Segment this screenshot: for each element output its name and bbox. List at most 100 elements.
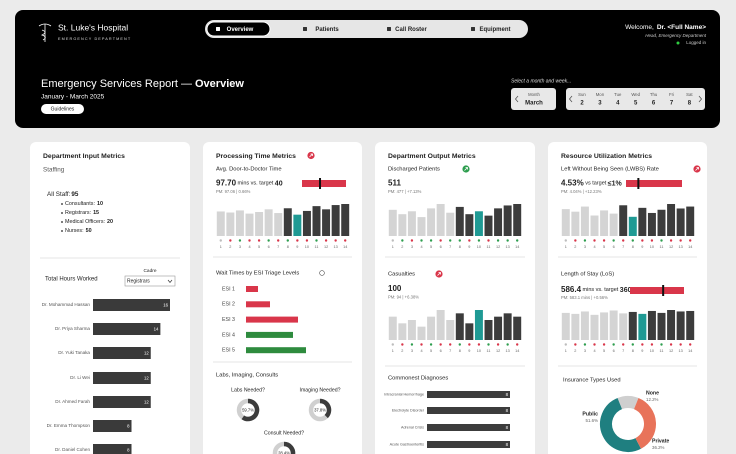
bar <box>255 212 264 236</box>
day-name[interactable]: Sun <box>578 92 586 97</box>
x-tick-label: 2 <box>401 349 403 353</box>
status-dot <box>238 239 242 242</box>
metric-headline: 97.70 mins vs. target 40 <box>216 179 283 188</box>
status-dot <box>458 343 461 346</box>
day-option[interactable]: Wed 5 <box>631 92 640 106</box>
x-tick-label: 8 <box>459 349 461 353</box>
unit: mins vs. target <box>583 287 619 293</box>
metric-label: Length of Stay (LoS) <box>561 272 614 278</box>
bar <box>427 407 510 414</box>
dropdown-value[interactable]: Registrars <box>127 279 150 285</box>
hospital-name: St. Luke's Hospital <box>58 22 128 32</box>
status-dot <box>660 239 663 242</box>
nav-item[interactable]: Overview <box>206 21 271 37</box>
button-label[interactable]: Guidelines <box>51 107 75 113</box>
dropdown-box[interactable] <box>124 275 176 287</box>
day-option[interactable]: Mon 3 <box>596 92 605 106</box>
x-tick-label: 12 <box>669 349 673 353</box>
day-option[interactable]: Sat 8 <box>686 92 693 106</box>
bar-value: 14 <box>154 326 159 331</box>
day-date[interactable]: 3 <box>598 101 602 107</box>
status-dot <box>679 343 682 346</box>
x-tick-label: 14 <box>688 245 692 249</box>
bar-value: 12 <box>144 375 149 380</box>
month-picker[interactable]: Month March <box>511 88 556 110</box>
nav-label[interactable]: Call Roster <box>395 27 427 33</box>
nav-item[interactable]: Call Roster <box>387 27 427 33</box>
bar <box>407 320 416 340</box>
nav-label[interactable]: Overview <box>227 27 254 33</box>
month-box[interactable] <box>511 88 556 110</box>
pie-label: Private <box>652 438 669 444</box>
nav-label[interactable]: Equipment <box>480 27 511 33</box>
bar-value: 16 <box>163 302 168 307</box>
bar <box>580 206 589 236</box>
guidelines-button[interactable]: Guidelines <box>41 104 84 114</box>
bar <box>638 207 647 236</box>
chevron <box>514 95 519 103</box>
day-date[interactable]: 7 <box>670 101 674 107</box>
bar <box>322 209 331 236</box>
day-date[interactable]: 2 <box>580 101 584 107</box>
x-tick-label: 13 <box>334 245 338 249</box>
target: 40 <box>275 180 283 187</box>
day-name[interactable]: Sat <box>686 92 693 97</box>
day-name[interactable]: Wed <box>631 92 640 97</box>
x-tick-label: 1 <box>565 245 567 249</box>
bar <box>246 331 293 338</box>
status-dot <box>477 343 481 346</box>
day-option[interactable]: Sun 2 <box>578 92 586 106</box>
status-dot <box>564 343 567 346</box>
day-option[interactable]: Thu 6 <box>650 92 658 106</box>
status-dot <box>564 239 567 242</box>
day-name[interactable]: Thu <box>650 92 658 97</box>
x-tick-label: 3 <box>411 349 413 353</box>
bullet <box>61 230 63 232</box>
day-name[interactable]: Tue <box>614 92 622 97</box>
cadre-dropdown[interactable]: Registrars <box>124 275 176 287</box>
status-dot <box>574 343 577 346</box>
status-dot <box>669 343 673 346</box>
section-title: Labs, Imaging, Consults <box>216 373 278 379</box>
bar <box>484 215 493 236</box>
nav-item[interactable]: Equipment <box>471 27 511 33</box>
x-tick-label: 1 <box>220 245 222 249</box>
status-dot <box>429 343 433 346</box>
day-date[interactable]: 8 <box>688 101 692 107</box>
donut-title: Imaging Needed? <box>300 387 341 393</box>
bar-value: 8 <box>506 408 509 413</box>
day-date[interactable]: 4 <box>616 101 620 107</box>
button-bg[interactable] <box>41 104 84 114</box>
chevron <box>698 95 703 103</box>
bar <box>494 316 503 340</box>
day-date[interactable]: 5 <box>634 101 638 107</box>
bar <box>93 444 132 454</box>
day-option[interactable]: Tue 4 <box>614 92 622 106</box>
bar <box>465 323 474 340</box>
x-tick-label: 7 <box>622 245 624 249</box>
x-tick-label: 1 <box>565 349 567 353</box>
day-name[interactable]: Mon <box>596 92 605 97</box>
status-dot <box>602 239 606 242</box>
x-tick-label: 10 <box>650 349 654 353</box>
x-tick-label: 8 <box>632 349 634 353</box>
pie-slice <box>600 398 642 452</box>
bullet-target <box>319 178 322 189</box>
status-dot <box>439 343 442 346</box>
day-option[interactable]: Fri 7 <box>669 92 674 106</box>
day-name[interactable]: Fri <box>669 92 674 97</box>
day-date[interactable]: 6 <box>652 101 656 107</box>
status-dot <box>449 343 452 346</box>
x-tick-label: 14 <box>515 245 519 249</box>
status-dot <box>229 239 232 242</box>
x-tick-label: 2 <box>401 245 403 249</box>
status-dot <box>641 343 644 346</box>
bar <box>647 310 656 340</box>
nav-label[interactable]: Patients <box>315 27 339 33</box>
bar <box>657 312 666 340</box>
status-dot <box>391 343 394 346</box>
nav-item[interactable]: Patients <box>303 27 339 33</box>
card-title: Resource Utilization Metrics <box>561 153 652 160</box>
